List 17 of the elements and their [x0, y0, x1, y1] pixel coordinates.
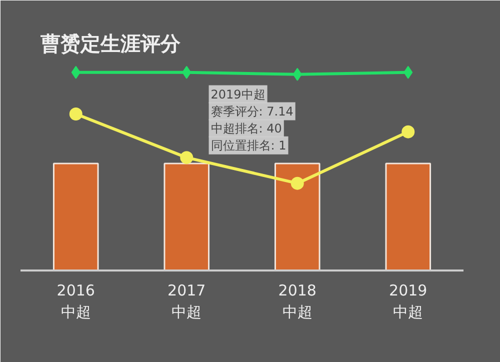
point: [69, 108, 82, 120]
annotation: 中超排名: 40: [210, 121, 282, 136]
point: [404, 66, 413, 79]
x-tick-label: 2016 中超: [56, 282, 95, 322]
annotation: 2019中超: [210, 87, 266, 102]
point: [182, 66, 192, 79]
annotation: 赛季评分: 7.14: [210, 104, 294, 118]
point: [402, 125, 415, 138]
chart-title: 曹赟定生涯评分: [40, 32, 182, 56]
x-tick-label: 2019 中超: [389, 282, 428, 322]
annotation: 同位置排名: 1: [210, 138, 286, 152]
x-tick-label: 2018 中超: [278, 282, 316, 322]
point: [290, 176, 304, 190]
point: [180, 151, 194, 164]
point: [71, 66, 80, 79]
point: [292, 68, 302, 81]
x-tick-label: 2017 中超: [168, 282, 206, 322]
